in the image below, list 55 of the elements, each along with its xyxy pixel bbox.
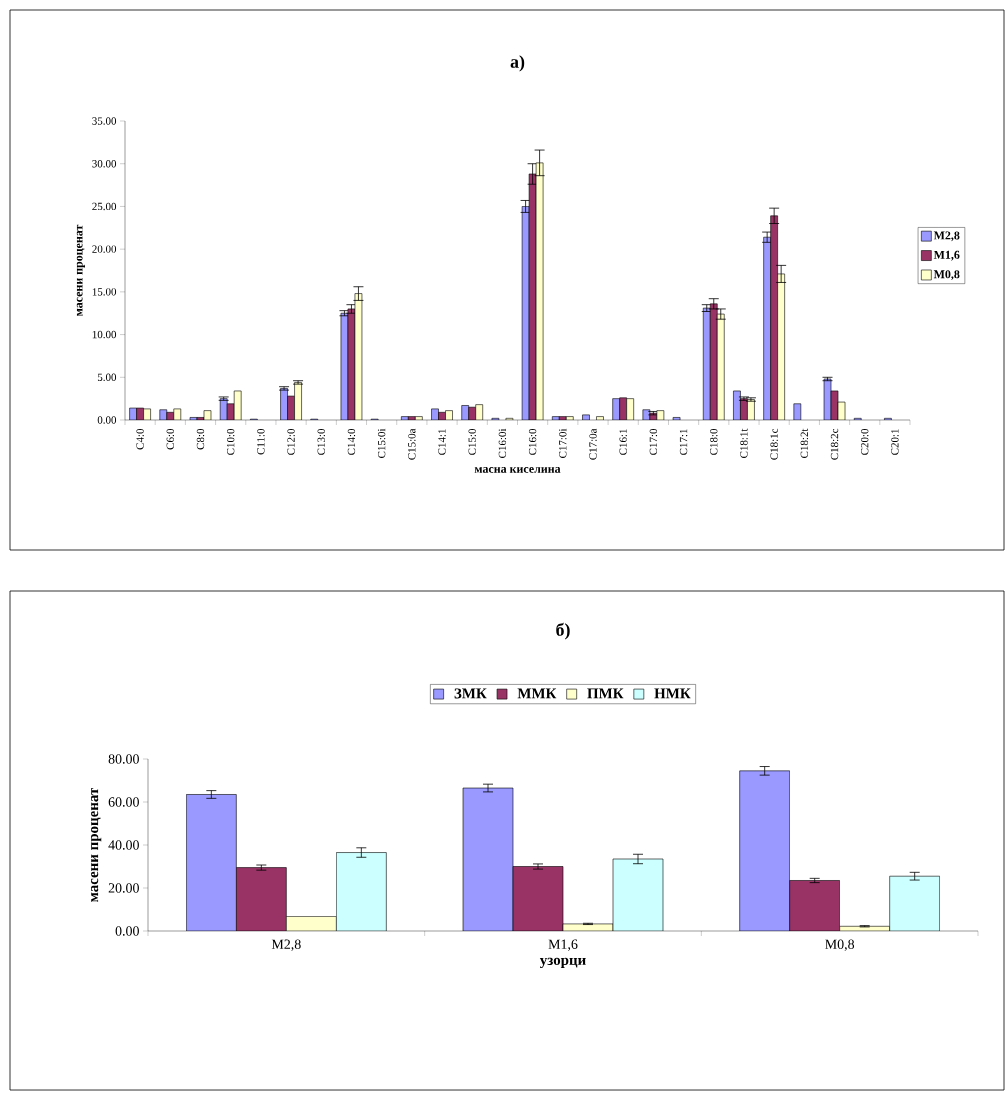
y-tick-label: 5.00	[97, 373, 117, 382]
y-tick-label: 30.00	[92, 160, 117, 168]
y-tick-label: 35.00	[92, 117, 117, 125]
x-tick-label: C17:1	[679, 429, 688, 455]
y-tick-label: 15.00	[92, 288, 117, 296]
x-tick-label: C14:0	[347, 428, 356, 455]
y-tick-label: 80.00	[108, 754, 139, 764]
x-tick-label: C20:0	[861, 428, 869, 455]
y-tick-label: 0.00	[97, 416, 117, 424]
x-tick-label: C11:0	[257, 428, 265, 455]
x-tick-label: C15:0i	[377, 428, 386, 458]
x-tick-label: C18:2t	[800, 428, 809, 458]
y-tick-label: 25.00	[92, 202, 117, 211]
x-tick-label: C18:0	[710, 428, 718, 455]
x-tick-label: C4:0	[136, 428, 144, 450]
y-tick-label: 20.00	[108, 883, 139, 893]
y-axis-title: масени проценат	[91, 787, 102, 902]
x-tick-label: C18:2c	[830, 428, 839, 460]
x-tick-label: C6:0	[166, 428, 175, 450]
x-tick-label: C17:0i	[559, 428, 567, 458]
legend-label: M2,8	[933, 231, 960, 242]
x-tick-label: M2,8	[271, 939, 301, 951]
x-tick-label: C8:0	[196, 428, 205, 450]
x-axis-title: узорци	[539, 957, 586, 969]
x-axis-title: масна киселина	[474, 467, 561, 473]
legend-label: ПМК	[587, 688, 624, 699]
legend-label: ЗМК	[454, 688, 487, 699]
x-tick-label: C15:0a	[408, 428, 416, 460]
x-tick-label: C20:1	[891, 429, 899, 455]
x-tick-label: C16:1	[619, 429, 627, 455]
x-tick-label: M0,8	[825, 939, 855, 951]
chart-title: б)	[556, 622, 570, 640]
legend-label: M0,8	[933, 270, 960, 281]
x-tick-label: C10:0	[226, 428, 235, 455]
y-tick-label: 10.00	[92, 330, 117, 339]
x-tick-label: M1,6	[548, 939, 578, 951]
legend-label: M1,6	[933, 250, 960, 261]
x-tick-label: C17:0a	[589, 428, 597, 460]
x-tick-label: C17:0	[649, 428, 658, 455]
legend-label: ММК	[517, 688, 557, 699]
x-tick-label: C13:0	[317, 428, 325, 455]
y-tick-label: 20.00	[92, 245, 117, 253]
y-tick-label: 0.00	[115, 926, 139, 936]
x-tick-label: C15:0	[468, 428, 476, 455]
legend-label: НМК	[654, 688, 691, 699]
y-tick-label: 40.00	[108, 840, 139, 850]
x-tick-label: C14:1	[438, 429, 446, 455]
chart-title: a)	[510, 55, 525, 72]
x-tick-label: C16:0i	[498, 428, 507, 458]
y-axis-title: масени проценат	[76, 224, 85, 317]
x-tick-label: C18:1c	[770, 428, 778, 460]
y-tick-label: 60.00	[108, 797, 139, 807]
x-tick-label: C16:0	[528, 428, 537, 455]
x-tick-label: C18:1t	[740, 428, 748, 458]
x-tick-label: C12:0	[287, 428, 295, 455]
